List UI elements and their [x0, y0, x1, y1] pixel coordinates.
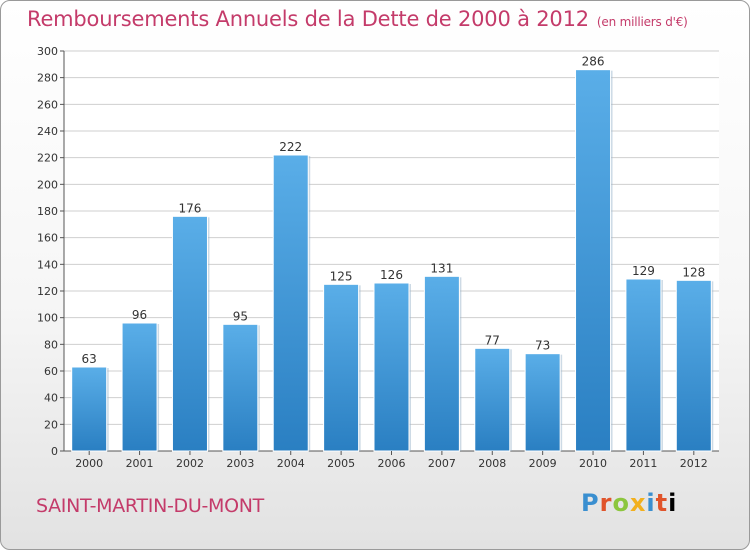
data-label-2005: 125 [330, 269, 353, 283]
data-label-2003: 95 [233, 309, 248, 323]
data-label-2009: 73 [535, 339, 550, 353]
data-label-2002: 176 [179, 201, 202, 215]
y-tick-label: 200 [37, 178, 58, 191]
y-tick-label: 60 [44, 365, 58, 378]
bar-2010 [575, 69, 612, 452]
x-tick-label-2002: 2002 [176, 457, 204, 470]
y-tick-label: 160 [37, 232, 58, 245]
bar-2003 [222, 323, 259, 452]
y-tick-label: 140 [37, 258, 58, 271]
y-tick-label: 300 [37, 45, 58, 58]
y-tick-label: 100 [37, 312, 58, 325]
data-label-2011: 129 [632, 264, 655, 278]
x-tick-label-2000: 2000 [75, 457, 103, 470]
y-tick-label: 20 [44, 418, 58, 431]
y-tick-label: 0 [51, 445, 58, 458]
bar-2001 [121, 322, 158, 452]
x-tick-label-2001: 2001 [126, 457, 154, 470]
data-label-2012: 128 [682, 265, 705, 279]
data-label-2000: 63 [82, 352, 97, 366]
data-label-2008: 77 [485, 333, 500, 347]
y-tick-label: 280 [37, 72, 58, 85]
y-tick-label: 40 [44, 392, 58, 405]
y-tick-label: 260 [37, 98, 58, 111]
y-tick-label: 240 [37, 125, 58, 138]
data-label-2010: 286 [582, 55, 605, 69]
x-tick-label-2006: 2006 [378, 457, 406, 470]
bar-2007 [423, 275, 460, 452]
bar-2012 [675, 279, 712, 452]
chart-title: Remboursements Annuels de la Dette de 20… [27, 7, 688, 31]
x-tick-label-2005: 2005 [327, 457, 355, 470]
x-tick-label-2010: 2010 [579, 457, 607, 470]
x-tick-label-2004: 2004 [277, 457, 305, 470]
x-tick-label-2012: 2012 [680, 457, 708, 470]
y-tick-label: 220 [37, 152, 58, 165]
x-tick-label-2008: 2008 [478, 457, 506, 470]
bar-2008 [474, 347, 511, 452]
bar-2009 [524, 353, 561, 452]
bar-2004 [272, 154, 309, 452]
city-name: SAINT-MARTIN-DU-MONT [36, 495, 264, 517]
x-tick-label-2007: 2007 [428, 457, 456, 470]
bar-2006 [373, 282, 410, 452]
data-label-2001: 96 [132, 308, 147, 322]
bar-2005 [323, 283, 360, 452]
x-tick-label-2003: 2003 [226, 457, 254, 470]
data-label-2004: 222 [279, 140, 302, 154]
y-tick-label: 120 [37, 285, 58, 298]
bar-2000 [71, 366, 108, 452]
bar-2011 [625, 278, 662, 452]
x-tick-label-2011: 2011 [629, 457, 657, 470]
y-tick-label: 80 [44, 338, 58, 351]
data-label-2006: 126 [380, 268, 403, 282]
bar-2002 [171, 215, 208, 452]
y-tick-label: 180 [37, 205, 58, 218]
chart-title-text: Remboursements Annuels de la Dette de 20… [27, 7, 589, 31]
x-tick-label-2009: 2009 [529, 457, 557, 470]
data-label-2007: 131 [430, 261, 453, 275]
chart-unit: (en milliers d'€) [596, 15, 688, 29]
proxiti-logo: Proxiti [581, 489, 678, 517]
